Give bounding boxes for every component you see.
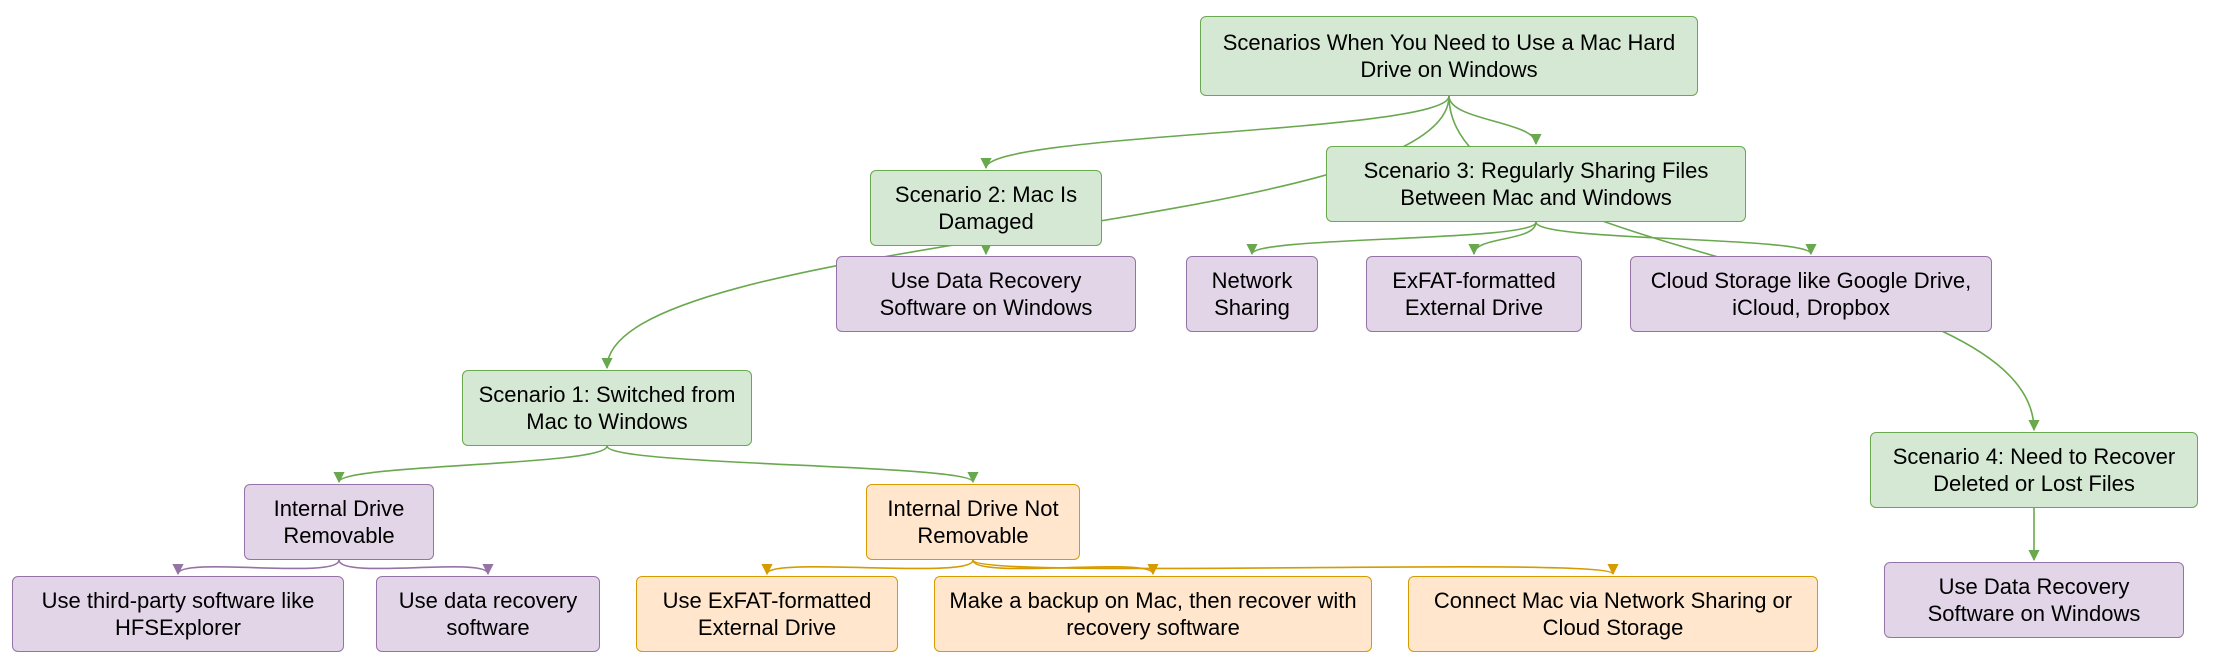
node-scenario-3-cloud: Cloud Storage like Google Drive, iCloud,…: [1630, 256, 1992, 332]
node-scenario-3-network: Network Sharing: [1186, 256, 1318, 332]
node-scenario-4: Scenario 4: Need to Recover Deleted or L…: [1870, 432, 2198, 508]
node-s1b-backup: Make a backup on Mac, then recover with …: [934, 576, 1372, 652]
node-scenario-1: Scenario 1: Switched from Mac to Windows: [462, 370, 752, 446]
node-s1b-network: Connect Mac via Network Sharing or Cloud…: [1408, 576, 1818, 652]
node-scenario-4-leaf: Use Data Recovery Software on Windows: [1884, 562, 2184, 638]
node-scenario-3: Scenario 3: Regularly Sharing Files Betw…: [1326, 146, 1746, 222]
node-scenario-2: Scenario 2: Mac Is Damaged: [870, 170, 1102, 246]
node-s1a-hfsexplorer: Use third-party software like HFSExplore…: [12, 576, 344, 652]
flowchart-canvas: Scenarios When You Need to Use a Mac Har…: [0, 0, 2213, 662]
node-s1a-recovery: Use data recovery software: [376, 576, 600, 652]
node-s1-not-removable: Internal Drive Not Removable: [866, 484, 1080, 560]
node-scenario-2-leaf: Use Data Recovery Software on Windows: [836, 256, 1136, 332]
node-root: Scenarios When You Need to Use a Mac Har…: [1200, 16, 1698, 96]
node-s1-removable: Internal Drive Removable: [244, 484, 434, 560]
node-s1b-exfat: Use ExFAT-formatted External Drive: [636, 576, 898, 652]
node-scenario-3-exfat: ExFAT-formatted External Drive: [1366, 256, 1582, 332]
